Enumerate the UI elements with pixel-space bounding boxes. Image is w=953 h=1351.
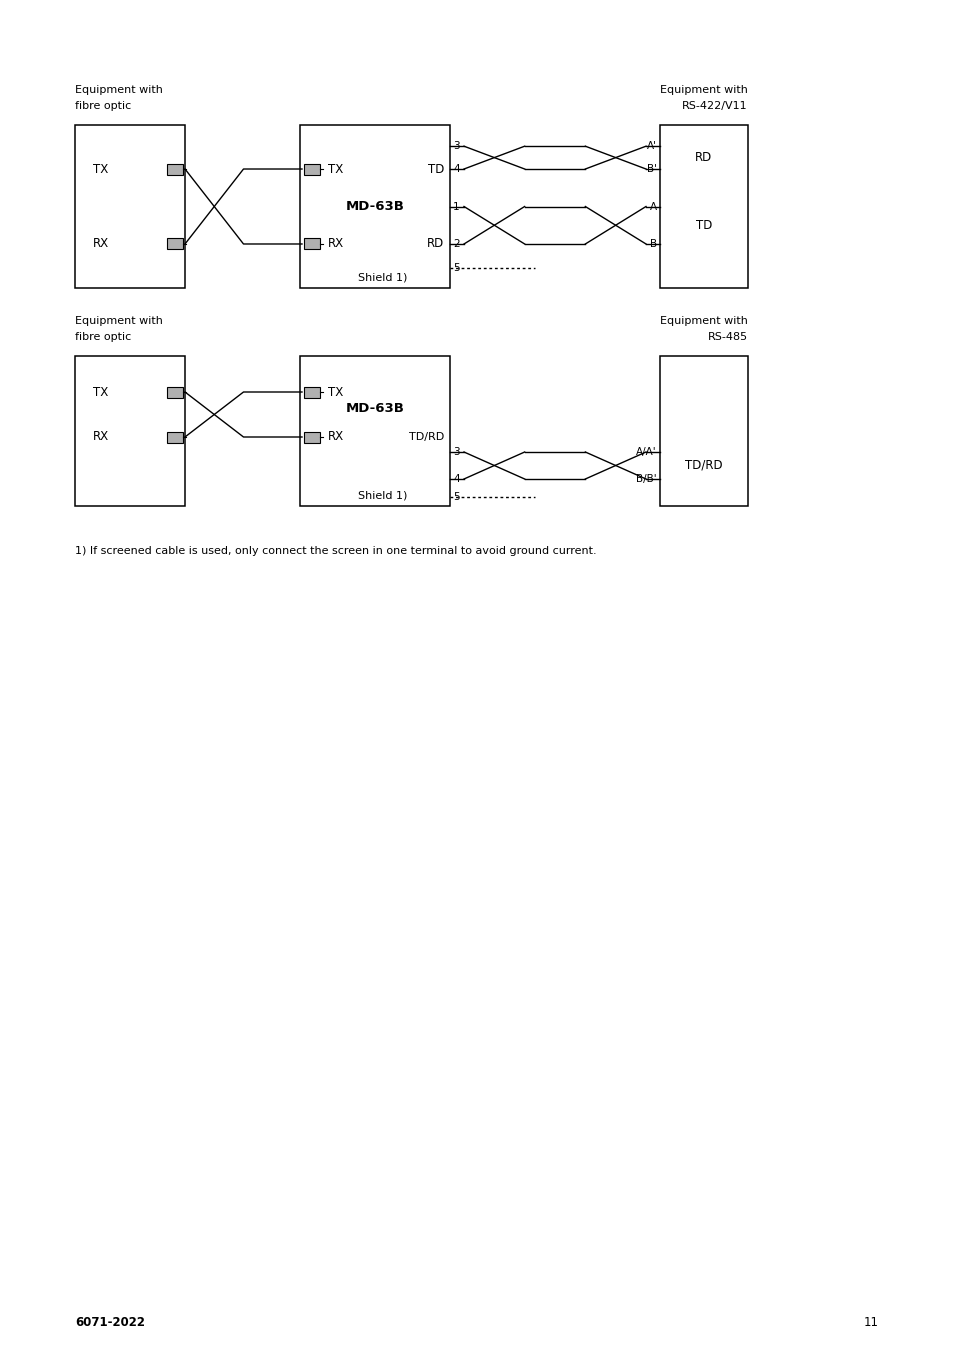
Text: A': A' [646, 142, 657, 151]
Text: RX: RX [328, 431, 344, 443]
Text: 3: 3 [453, 447, 459, 457]
Text: RS-422/V11: RS-422/V11 [681, 101, 747, 111]
Text: TD: TD [427, 162, 443, 176]
Text: Equipment with: Equipment with [75, 316, 163, 326]
Text: A: A [649, 201, 657, 212]
Text: 2: 2 [453, 239, 459, 249]
Text: Shield 1): Shield 1) [357, 490, 407, 501]
Bar [659, 126, 747, 288]
Bar [75, 357, 185, 507]
Text: B: B [649, 239, 657, 249]
Bar [304, 239, 319, 250]
Bar [304, 386, 319, 397]
Text: TD: TD [695, 219, 712, 232]
Text: TD/RD: TD/RD [408, 432, 443, 442]
Text: 6071-2022: 6071-2022 [75, 1316, 145, 1329]
Text: fibre optic: fibre optic [75, 332, 132, 342]
Text: Equipment with: Equipment with [659, 316, 747, 326]
Text: fibre optic: fibre optic [75, 101, 132, 111]
Text: Equipment with: Equipment with [75, 85, 163, 95]
Bar [167, 386, 183, 397]
Text: RX: RX [92, 431, 109, 443]
Text: Shield 1): Shield 1) [357, 273, 407, 282]
Text: TX: TX [92, 385, 108, 399]
Bar [299, 126, 450, 288]
Text: TX: TX [328, 162, 343, 176]
Text: MD-63B: MD-63B [345, 403, 404, 415]
Bar [304, 431, 319, 443]
Bar [75, 126, 185, 288]
Text: Equipment with: Equipment with [659, 85, 747, 95]
Bar [659, 357, 747, 507]
Text: 1) If screened cable is used, only connect the screen in one terminal to avoid g: 1) If screened cable is used, only conne… [75, 546, 596, 557]
Bar [167, 431, 183, 443]
Bar [167, 239, 183, 250]
Text: 5: 5 [453, 263, 459, 273]
Text: RD: RD [426, 238, 443, 250]
Text: RD: RD [695, 151, 712, 163]
Text: RS-485: RS-485 [707, 332, 747, 342]
Text: 1: 1 [453, 201, 459, 212]
Text: 5: 5 [453, 492, 459, 503]
Text: RX: RX [328, 238, 344, 250]
Text: TX: TX [92, 162, 108, 176]
Bar [304, 163, 319, 174]
Text: B': B' [646, 163, 657, 174]
Text: TX: TX [328, 385, 343, 399]
Text: RX: RX [92, 238, 109, 250]
Text: 11: 11 [863, 1316, 878, 1329]
Text: A/A': A/A' [636, 447, 657, 457]
Text: MD-63B: MD-63B [345, 200, 404, 213]
Text: 4: 4 [453, 163, 459, 174]
Text: 3: 3 [453, 142, 459, 151]
Text: 4: 4 [453, 474, 459, 484]
Text: TD/RD: TD/RD [684, 459, 722, 471]
Bar [167, 163, 183, 174]
Text: B/B': B/B' [636, 474, 657, 484]
Bar [299, 357, 450, 507]
